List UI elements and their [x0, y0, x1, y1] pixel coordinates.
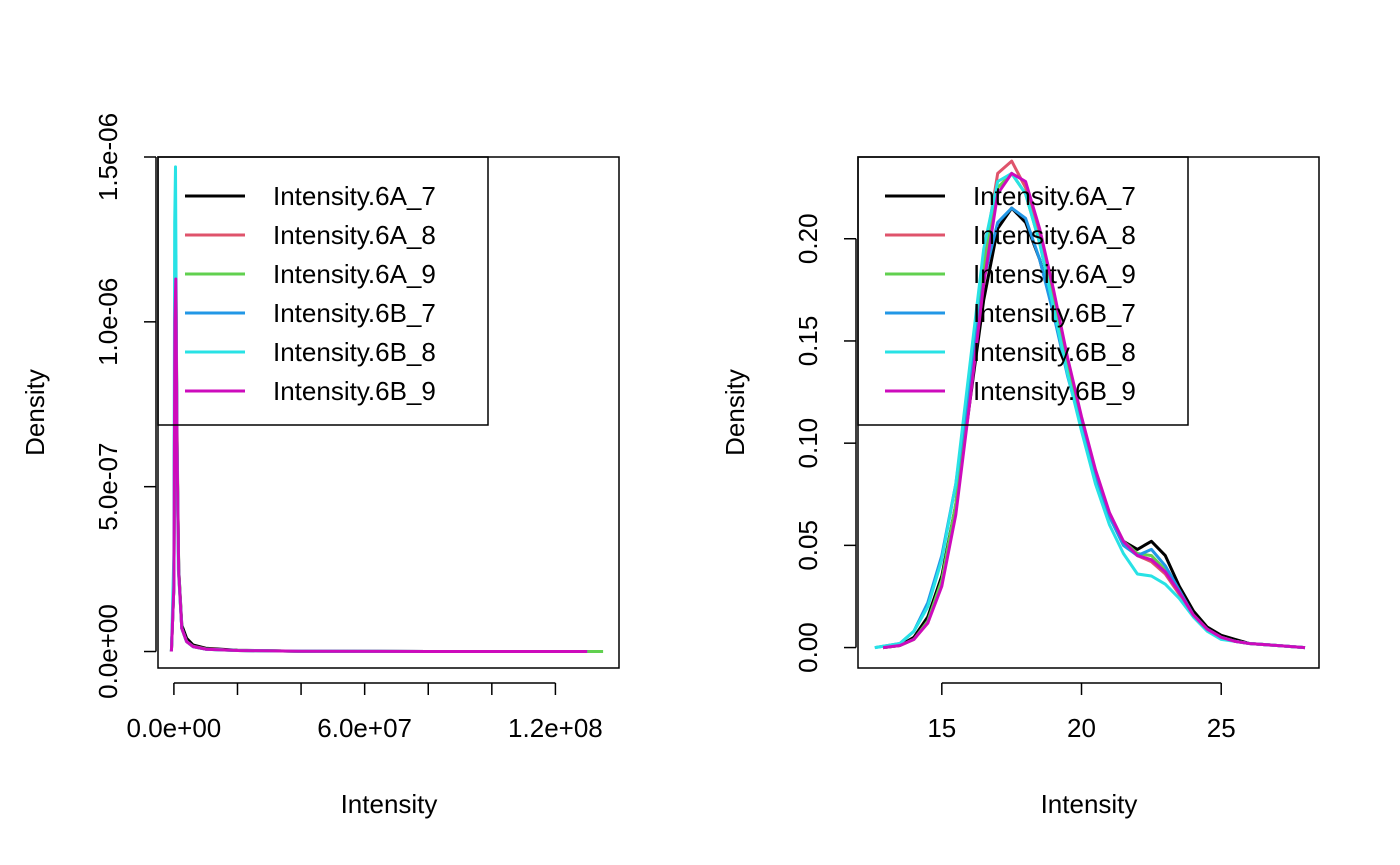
- series-line-Intensity.6B_7: [169, 270, 588, 653]
- legend: Intensity.6A_7 Intensity.6A_8 Intensity.6A…: [157, 156, 489, 426]
- y-tick-label: 0.0e+00: [93, 604, 123, 699]
- y-tick-label: 0.10: [793, 418, 823, 469]
- x-tick-label: 20: [1067, 713, 1096, 743]
- series-line-Intensity.6B_8: [874, 171, 1306, 650]
- legend-label: Intensity.6A_9: [273, 259, 436, 289]
- legend-label: Intensity.6B_9: [273, 376, 436, 406]
- legend-label: Intensity.6A_8: [273, 220, 436, 250]
- series-line-Intensity.6A_8: [169, 270, 588, 653]
- legend-box: [157, 156, 489, 426]
- x-tick-label: 1.2e+08: [508, 713, 603, 743]
- y-axis-label: Density: [720, 369, 750, 456]
- y-tick-label: 0.05: [793, 520, 823, 571]
- legend-label: Intensity.6A_7: [973, 181, 1136, 211]
- legend-box: [857, 156, 1189, 426]
- y-tick-label: 5.0e-07: [93, 443, 123, 531]
- legend: Intensity.6A_7 Intensity.6A_8 Intensity.6A…: [857, 156, 1189, 426]
- legend-label: Intensity.6B_9: [973, 376, 1136, 406]
- series-line-Intensity.6B_9: [882, 171, 1306, 650]
- density-plot-log: 15 20 25 0.00 0.05 0.10 0.15 0.20 Intensity Densi…: [720, 156, 1320, 819]
- y-tick-label: 1.5e-06: [93, 113, 123, 201]
- y-tick-label: 0.20: [793, 213, 823, 264]
- legend-label: Intensity.6A_8: [973, 220, 1136, 250]
- x-axis-label: Intensity: [1041, 789, 1138, 819]
- legend-label: Intensity.6A_9: [973, 259, 1136, 289]
- y-tick-label: 0.00: [793, 622, 823, 673]
- y-tick-label: 0.15: [793, 316, 823, 367]
- x-tick-label: 25: [1207, 713, 1236, 743]
- y-axis-label: Density: [20, 369, 50, 456]
- legend-label: Intensity.6B_8: [273, 337, 436, 367]
- density-plot-raw: 0.0e+00 6.0e+07 1.2e+08 0.0e+00 5.0e-07 1.0e-…: [20, 113, 620, 819]
- legend-label: Intensity.6A_7: [273, 181, 436, 211]
- legend-label: Intensity.6B_7: [273, 298, 436, 328]
- legend-label: Intensity.6B_8: [973, 337, 1136, 367]
- x-tick-label: 15: [927, 713, 956, 743]
- x-axis-label: Intensity: [341, 789, 438, 819]
- x-tick-label: 0.0e+00: [127, 713, 222, 743]
- y-tick-label: 1.0e-06: [93, 278, 123, 366]
- legend-label: Intensity.6B_7: [973, 298, 1136, 328]
- x-tick-label: 6.0e+07: [317, 713, 412, 743]
- series-line-Intensity.6B_9: [169, 277, 588, 653]
